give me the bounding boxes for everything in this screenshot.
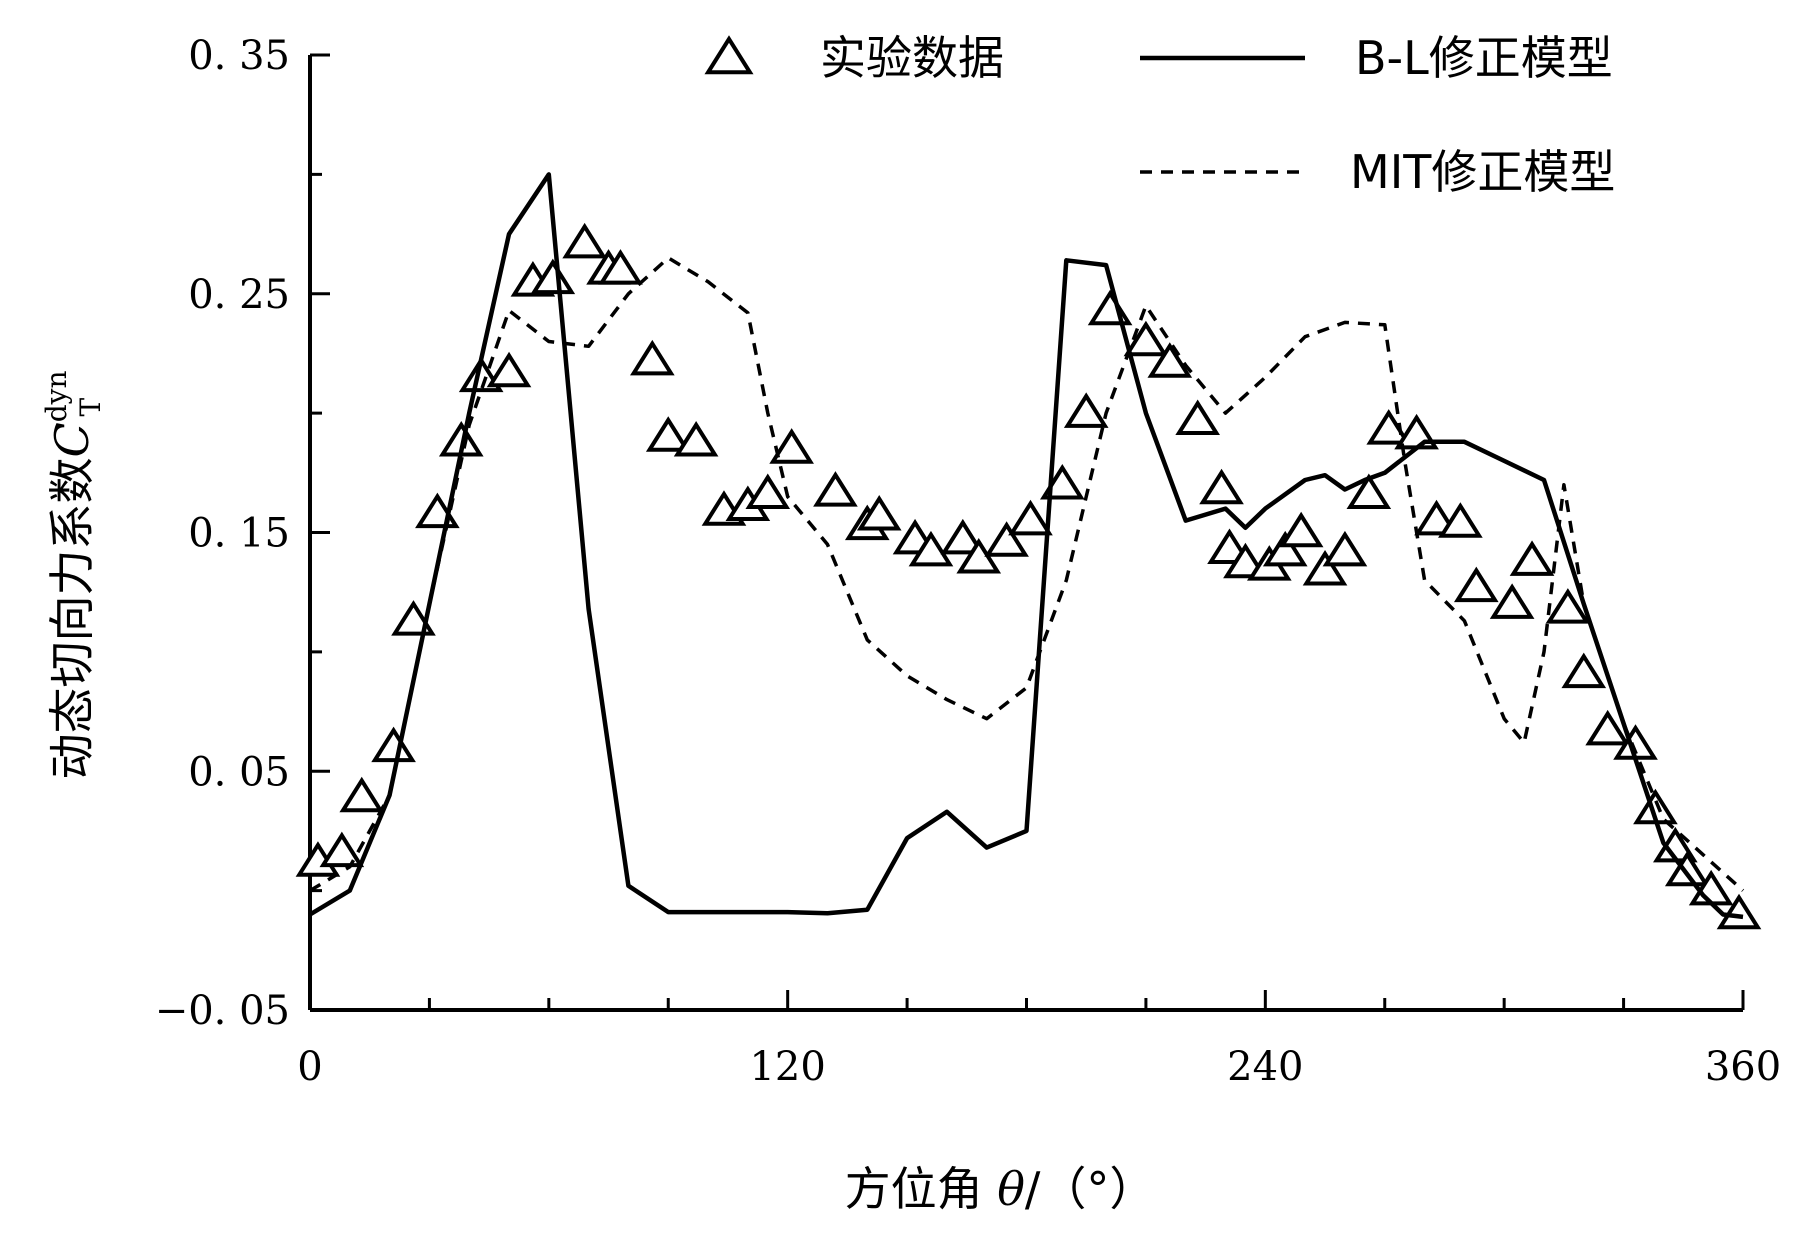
y-axis-title-subscript: T <box>74 398 107 417</box>
legend-label-experiment: 实验数据 <box>820 31 1004 85</box>
experiment-point <box>562 222 607 259</box>
series-experiment <box>295 222 1762 930</box>
series-layer <box>295 172 1762 930</box>
experiment-point <box>1322 530 1368 567</box>
series-bl-line <box>308 172 1744 920</box>
experiment-point <box>1489 583 1535 619</box>
legend-triangle-marker <box>704 35 754 75</box>
experiment-point <box>1008 499 1053 536</box>
y-axis-title-group: 动态切向力系数CdynT <box>40 371 107 780</box>
experiment-point <box>598 249 643 285</box>
experiment-point <box>486 351 532 388</box>
experiment-point <box>319 831 365 868</box>
experiment-point <box>1063 392 1109 428</box>
experiment-point <box>1664 850 1710 887</box>
y-tick-label: 0. 15 <box>188 511 290 557</box>
experiment-point <box>1199 468 1244 505</box>
experiment-point <box>630 339 675 376</box>
experiment-point <box>1561 652 1607 689</box>
experiment-point <box>1509 540 1555 576</box>
experiment-point <box>530 258 576 295</box>
experiment-point <box>908 530 954 567</box>
x-tick-label: 120 <box>749 1044 825 1090</box>
series-mit-line <box>309 256 1745 893</box>
y-tick-label: −0. 05 <box>155 988 290 1034</box>
experiment-point <box>1453 566 1499 603</box>
x-axis-title: 方位角 θ/（°） <box>845 1162 1156 1216</box>
y-axis-title-prefix: 动态切向力系数 <box>45 457 99 779</box>
x-tick-label: 360 <box>1705 1044 1781 1090</box>
experiment-point <box>1346 473 1392 510</box>
experiment-point <box>856 495 902 531</box>
x-axis-title-prefix: 方位角 <box>845 1162 998 1216</box>
experiment-point <box>769 428 814 464</box>
experiment-point <box>745 473 791 510</box>
experiment-point <box>339 776 385 813</box>
y-tick-label: 0. 05 <box>188 749 290 795</box>
experiment-point <box>984 521 1029 557</box>
experiment-point <box>1438 502 1483 538</box>
y-axis-title-symbol: C <box>45 422 99 457</box>
experiment-point <box>813 471 858 507</box>
experiment-point <box>1123 320 1169 357</box>
x-axis-title-symbol: θ <box>997 1162 1025 1216</box>
x-tick-label: 240 <box>1227 1044 1303 1090</box>
y-tick-label: 0. 35 <box>188 33 290 79</box>
experiment-point <box>1175 399 1220 436</box>
experiment-point <box>940 518 986 555</box>
experiment-point <box>1147 342 1193 378</box>
experiment-point <box>1278 511 1324 548</box>
axes: −0. 05 0. 05 0. 15 0. 25 0. 35 0 120 240 360 <box>155 33 1781 1090</box>
experiment-point <box>1302 549 1348 586</box>
legend-label-bl: B-L修正模型 <box>1355 31 1613 85</box>
y-tick-label: 0. 25 <box>188 272 290 318</box>
experiment-point <box>1585 709 1630 746</box>
legend: 实验数据 B-L修正模型 MIT修正模型 <box>704 31 1615 199</box>
experiment-point <box>1262 530 1308 567</box>
experiment-point <box>371 726 416 763</box>
legend-label-mit: MIT修正模型 <box>1350 145 1615 199</box>
y-axis-title-superscript: dyn <box>40 371 73 423</box>
experiment-point <box>1545 588 1591 624</box>
x-axis-title-suffix: /（°） <box>1025 1162 1156 1216</box>
experiment-point <box>1716 893 1762 930</box>
y-axis-title: 动态切向力系数CdynT <box>40 371 107 780</box>
experiment-point <box>645 416 691 452</box>
experiment-point <box>1087 289 1133 326</box>
x-tick-label: 0 <box>297 1044 322 1090</box>
experiment-point <box>673 421 719 457</box>
